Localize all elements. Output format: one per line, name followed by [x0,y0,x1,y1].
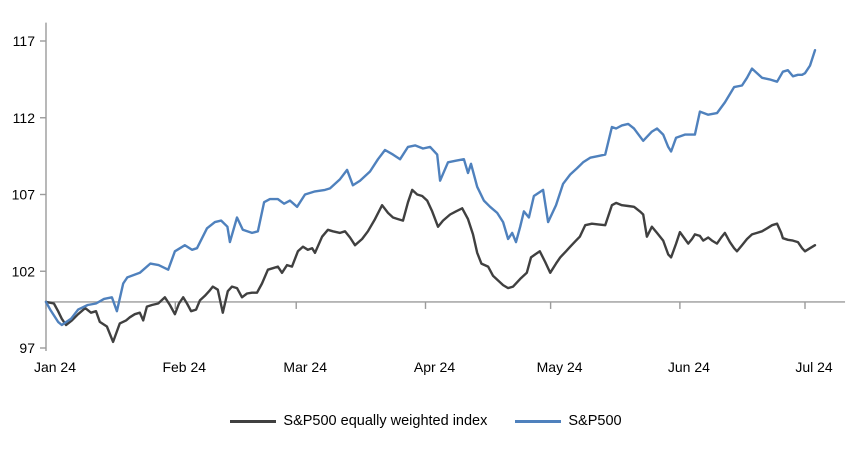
legend-swatch-sp500 [515,419,562,423]
x-tick-label: May 24 [537,359,583,375]
x-tick-label: Jun 24 [668,359,710,375]
legend-label-sp500: S&P500 [568,413,622,429]
line-chart: Jan 24 Feb 24 Mar 24 Apr 24 May 24 Jun 24 Jul … [12,22,846,375]
legend-item-sp500: S&P500 [515,413,622,429]
y-tick-label: 97 [19,340,35,356]
legend-label-equal-weight: S&P500 equally weighted index [283,413,488,429]
series-line-sp500 [44,49,817,327]
x-tick-label: Jul 24 [795,359,833,375]
x-tick-label: Apr 24 [414,359,455,375]
x-tick-label: Mar 24 [283,359,327,375]
y-tick-label: 102 [12,263,36,279]
y-tick-label: 107 [12,187,36,203]
legend-item-equal-weight: S&P500 equally weighted index [230,413,487,429]
chart-legend: S&P500 equally weighted index S&P500 [0,408,852,434]
x-tick-label: Jan 24 [34,359,76,375]
legend-swatch-equal-weight [230,419,277,423]
y-tick-label: 117 [13,33,36,49]
x-tick-label: Feb 24 [162,359,206,375]
y-tick-label: 112 [13,110,36,126]
series-line-equal-weight [44,188,817,344]
